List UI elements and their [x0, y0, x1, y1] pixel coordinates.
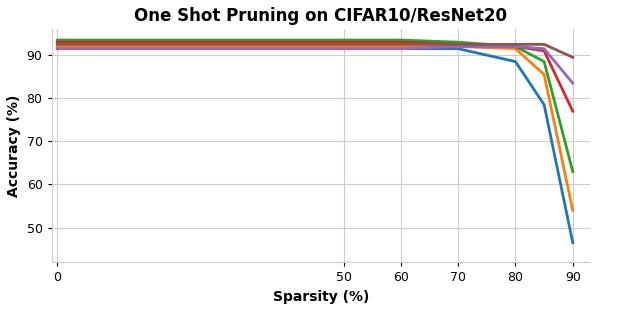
CrAM-Multi: [397, 42, 404, 46]
Dense-2x: [54, 47, 61, 51]
X-axis label: Sparsity (%): Sparsity (%): [272, 290, 369, 304]
CrAM-k50: [454, 40, 462, 44]
CrAM-Multi: [569, 55, 577, 59]
Line: Dense-2x: Dense-2x: [57, 49, 573, 243]
Dense-2x: [512, 59, 519, 64]
CrAM-k50: [54, 38, 61, 42]
CrAM-Multi: [512, 42, 519, 46]
CrAM-Multi: [454, 42, 462, 46]
CrAM-k80: [512, 44, 519, 48]
SAM: [540, 73, 548, 77]
Line: CrAM-k50: CrAM-k50: [57, 40, 573, 172]
CrAM-k70: [397, 40, 404, 44]
CrAM-k70: [340, 40, 348, 44]
CrAM-k70: [54, 40, 61, 44]
CrAM-k70: [540, 49, 548, 53]
CrAM-k70: [569, 109, 577, 113]
CrAM-k70: [454, 42, 462, 46]
CrAM-k80: [569, 81, 577, 85]
CrAM-k50: [512, 44, 519, 48]
SAM: [569, 208, 577, 212]
Line: CrAM-k80: CrAM-k80: [57, 46, 573, 83]
Title: One Shot Pruning on CIFAR10/ResNet20: One Shot Pruning on CIFAR10/ResNet20: [134, 7, 507, 25]
CrAM-k70: [512, 44, 519, 48]
Dense-2x: [569, 241, 577, 245]
Dense-2x: [540, 103, 548, 107]
CrAM-k50: [569, 170, 577, 174]
SAM: [397, 44, 404, 48]
SAM: [340, 44, 348, 48]
Line: CrAM-Multi: CrAM-Multi: [57, 44, 573, 57]
SAM: [454, 44, 462, 48]
CrAM-k80: [340, 47, 348, 51]
SAM: [54, 44, 61, 48]
Line: SAM: SAM: [57, 46, 573, 210]
CrAM-k50: [397, 38, 404, 42]
CrAM-k80: [540, 47, 548, 51]
CrAM-Multi: [540, 42, 548, 46]
SAM: [512, 47, 519, 51]
Y-axis label: Accuracy (%): Accuracy (%): [7, 94, 21, 197]
CrAM-Multi: [340, 42, 348, 46]
Dense-2x: [340, 47, 348, 51]
CrAM-k50: [540, 59, 548, 64]
CrAM-k50: [340, 38, 348, 42]
Dense-2x: [397, 47, 404, 51]
CrAM-k80: [454, 44, 462, 48]
Line: CrAM-k70: CrAM-k70: [57, 42, 573, 111]
CrAM-Multi: [54, 42, 61, 46]
CrAM-k80: [397, 47, 404, 51]
CrAM-k80: [54, 47, 61, 51]
Dense-2x: [454, 47, 462, 51]
